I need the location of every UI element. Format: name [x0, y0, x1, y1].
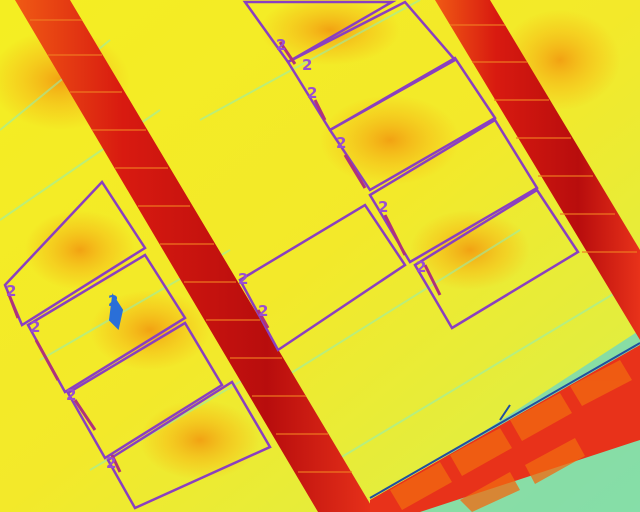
band-edge [369, 342, 640, 499]
annotation-label: 2 [66, 386, 76, 404]
highlight-label: 2 [108, 292, 118, 310]
annotation-label: 2 [302, 56, 312, 74]
annotation-label: 2 [6, 282, 16, 300]
annotation-label: 2 [238, 270, 248, 288]
annotation-label: 2 [106, 454, 116, 472]
annotation-label: 2 [307, 84, 317, 102]
annotation-label: 2 [276, 36, 286, 54]
annotation-box [328, 56, 497, 192]
hot-band-bottom-cells [390, 360, 632, 512]
defect-marks [6, 41, 442, 473]
annotation-label: 2 [258, 302, 268, 320]
hot-strip-right [435, 0, 640, 340]
hot-strip-left [15, 0, 375, 512]
hot-strip-left-cells [30, 19, 352, 473]
annotation-box [106, 380, 272, 510]
hot-strip-right-cells [450, 24, 637, 253]
annotation-box [413, 188, 580, 330]
annotation-box [238, 203, 407, 352]
annotation-label: 2 [416, 258, 426, 276]
annotation-box [66, 321, 224, 460]
annotation-label: 2 [378, 198, 388, 216]
annotation-box [242, 0, 397, 64]
highlight-mark [108, 293, 124, 330]
annotation-label: 2 [30, 318, 40, 336]
band-edge-2 [499, 404, 511, 421]
annotation-label: 2 [336, 134, 346, 152]
